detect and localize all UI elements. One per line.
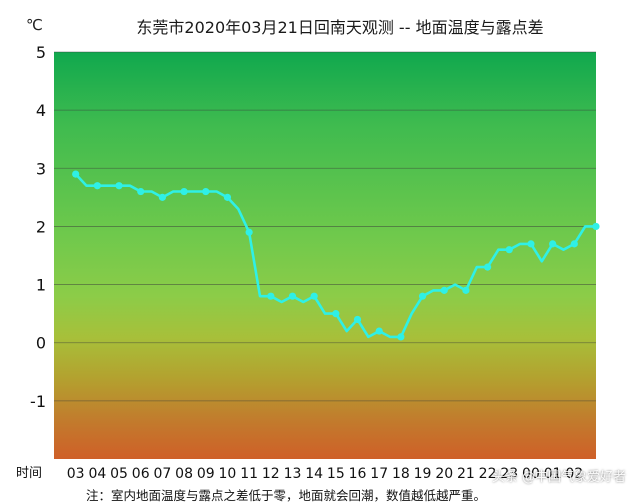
x-tick-label: 12: [262, 466, 280, 482]
data-point: [462, 286, 470, 294]
y-tick-label: 1: [36, 276, 46, 295]
data-point: [223, 193, 232, 201]
watermark: 头条 @中国气象爱好者: [491, 470, 626, 485]
y-unit-label: ℃: [26, 16, 43, 34]
y-tick-label: 2: [36, 217, 46, 236]
x-tick-label: 06: [132, 466, 150, 482]
plot-area: [54, 52, 596, 459]
x-tick-label: 20: [435, 466, 453, 482]
data-point: [353, 315, 362, 324]
x-tick-label: 10: [219, 466, 237, 482]
y-tick-label: 4: [36, 101, 46, 120]
x-tick-label: 07: [153, 466, 171, 482]
x-tick-label: 08: [175, 466, 193, 482]
x-tick-label: 11: [240, 466, 258, 482]
data-point: [418, 292, 427, 300]
data-point: [527, 240, 535, 248]
data-point: [137, 187, 145, 196]
data-point: [375, 327, 383, 335]
x-tick-label: 02: [565, 466, 583, 482]
x-axis-label: 时间: [16, 466, 43, 481]
x-tick-label: 03: [67, 466, 85, 482]
x-tick-label: 22: [479, 466, 497, 482]
data-point: [570, 240, 578, 248]
data-point: [440, 286, 448, 294]
x-tick-label: 18: [392, 466, 410, 482]
data-point: [72, 170, 80, 178]
data-point: [310, 292, 318, 300]
x-tick-label: 00: [522, 466, 540, 482]
x-tick-label: 01: [544, 466, 562, 482]
x-tick-label: 09: [197, 466, 215, 482]
data-point: [93, 182, 101, 190]
data-point: [505, 246, 513, 254]
data-point: [484, 263, 492, 271]
data-point: [397, 333, 405, 341]
data-point: [332, 310, 340, 318]
x-tick-label: 21: [457, 466, 475, 482]
data-point: [158, 193, 166, 201]
x-tick-label: 23: [500, 466, 518, 482]
y-tick-labels: 5 4 3 2 1 0 -1: [30, 43, 46, 411]
chart-title: 东莞市2020年03月21日回南天观测 -- 地面温度与露点差: [136, 18, 544, 37]
x-tick-labels: 03 04 05 06 07 08 09 10 11 12 13 14 15 16 17 18 19 20 21 22…: [67, 466, 583, 482]
x-tick-label: 04: [88, 466, 106, 482]
x-tick-label: 13: [284, 466, 302, 482]
data-point: [180, 187, 188, 196]
chart-note: 注：室内地面温度与露点之差低于零，地面就会回潮，数值越低越严重。: [86, 488, 487, 503]
data-point: [245, 228, 253, 236]
x-tick-label: 14: [305, 466, 323, 482]
gridlines: [54, 51, 596, 402]
data-point: [592, 222, 600, 231]
x-tick-label: 16: [349, 466, 367, 482]
series-markers: [72, 170, 600, 341]
data-point: [202, 187, 210, 196]
data-point: [267, 292, 275, 300]
data-point: [288, 292, 297, 300]
x-tick-label: 19: [414, 466, 432, 482]
y-tick-label: 5: [36, 43, 46, 62]
x-tick-label: 15: [327, 466, 345, 482]
y-tick-label: -1: [30, 392, 46, 411]
y-tick-label: 0: [36, 334, 46, 353]
y-tick-label: 3: [36, 159, 46, 178]
data-point: [115, 182, 123, 190]
x-tick-label: 05: [110, 466, 128, 482]
x-tick-label: 17: [370, 466, 388, 482]
data-point: [549, 240, 557, 248]
